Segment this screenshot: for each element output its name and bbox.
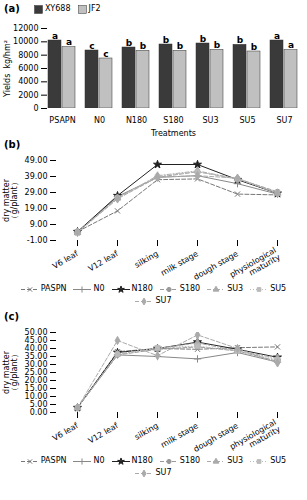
svg-text:N0: N0 — [94, 116, 105, 125]
svg-text:29.00: 29.00 — [25, 188, 48, 197]
svg-text:SU3: SU3 — [202, 116, 218, 125]
svg-text:Yields kg/hm²: Yields kg/hm² — [3, 40, 12, 98]
svg-text:b: b — [214, 40, 221, 50]
svg-text:50.00: 50.00 — [25, 328, 48, 337]
svg-text:b: b — [163, 35, 170, 45]
svg-text:6000: 6000 — [18, 64, 38, 73]
svg-text:b: b — [237, 35, 244, 45]
svg-text:V6 leaf: V6 leaf — [51, 421, 80, 443]
svg-text:30.00: 30.00 — [25, 360, 48, 369]
svg-text:a: a — [274, 31, 280, 41]
svg-text:a: a — [52, 31, 58, 41]
svg-text:b: b — [251, 42, 258, 52]
svg-text:c: c — [103, 49, 108, 59]
svg-text:V6 leaf: V6 leaf — [51, 249, 80, 271]
svg-text:silking: silking — [133, 249, 160, 270]
svg-text:0: 0 — [33, 104, 38, 113]
svg-text:49.00: 49.00 — [25, 156, 48, 165]
svg-text:10000: 10000 — [13, 37, 38, 46]
svg-text:b: b — [126, 38, 133, 48]
svg-text:V12 leaf: V12 leaf — [87, 421, 120, 445]
svg-text:a: a — [66, 37, 72, 47]
svg-text:dry matter（g/plant）: dry matter（g/plant） — [2, 350, 19, 394]
svg-text:12000: 12000 — [13, 24, 38, 33]
svg-text:39.00: 39.00 — [25, 172, 48, 181]
svg-text:40.00: 40.00 — [25, 344, 48, 353]
svg-text:b: b — [177, 41, 184, 51]
svg-text:V12 leaf: V12 leaf — [87, 249, 120, 273]
svg-text:N180: N180 — [126, 116, 147, 125]
svg-text:silking: silking — [133, 421, 160, 442]
svg-text:b: b — [200, 34, 207, 44]
svg-text:b: b — [140, 41, 147, 51]
svg-text:8000: 8000 — [18, 51, 38, 60]
svg-text:c: c — [89, 41, 94, 51]
svg-text:5.00: 5.00 — [30, 400, 48, 409]
svg-text:SU5: SU5 — [239, 116, 255, 125]
svg-text:SU7: SU7 — [276, 116, 292, 125]
svg-text:9.00: 9.00 — [30, 220, 48, 229]
svg-text:-1.00: -1.00 — [27, 236, 48, 245]
svg-text:2000: 2000 — [18, 91, 38, 100]
svg-text:20.00: 20.00 — [25, 376, 48, 385]
svg-text:PSAPN: PSAPN — [49, 116, 75, 125]
svg-text:19.00: 19.00 — [25, 204, 48, 213]
svg-text:physiologicalmaturity: physiologicalmaturity — [228, 246, 282, 287]
svg-text:a: a — [288, 40, 294, 50]
svg-text:45.00: 45.00 — [25, 336, 48, 345]
svg-text:dry matter（g/plant）: dry matter（g/plant） — [2, 178, 19, 222]
svg-text:Treatments: Treatments — [150, 129, 196, 138]
svg-text:10.00: 10.00 — [25, 392, 48, 401]
svg-text:4000: 4000 — [18, 77, 38, 86]
svg-text:35.00: 35.00 — [25, 352, 48, 361]
svg-text:25.00: 25.00 — [25, 368, 48, 377]
svg-text:physiologicalmaturity: physiologicalmaturity — [228, 418, 282, 459]
svg-text:S180: S180 — [163, 116, 183, 125]
svg-text:0.00: 0.00 — [30, 408, 48, 417]
svg-text:15.00: 15.00 — [25, 384, 48, 393]
